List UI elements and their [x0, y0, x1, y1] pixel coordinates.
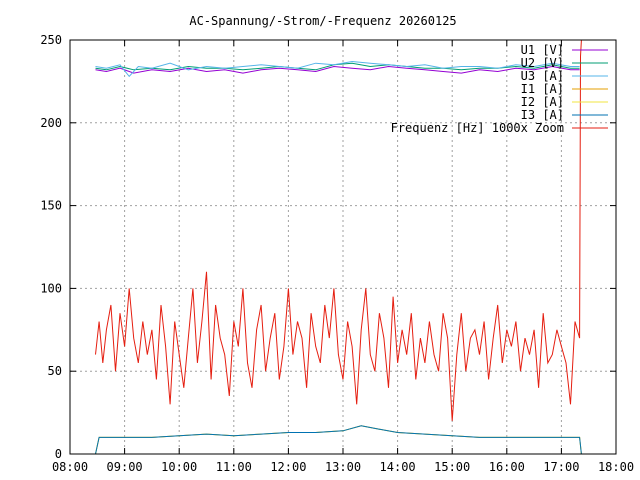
- axes: 0 50 100 150 200 250 08:00 09:00 10:00 11:00 12:00…: [40, 33, 634, 474]
- x-tick-label: 09:00: [107, 460, 143, 474]
- y-tick-label: 200: [40, 116, 62, 130]
- x-tick-label: 12:00: [270, 460, 306, 474]
- legend-label: Frequenz [Hz] 1000x Zoom: [391, 121, 564, 135]
- series-line-4: [95, 425, 582, 455]
- x-tick-label: 11:00: [216, 460, 252, 474]
- x-tick-label: 16:00: [489, 460, 525, 474]
- x-tick-label: 08:00: [52, 460, 88, 474]
- legend-label: U2 [V]: [521, 56, 564, 70]
- legend-label: I2 [A]: [521, 95, 564, 109]
- legend-label: U3 [A]: [521, 69, 564, 83]
- legend: U1 [V]U2 [V]U3 [A]I1 [A]I2 [A]I3 [A]Freq…: [391, 43, 608, 135]
- x-tick-label: 14:00: [380, 460, 416, 474]
- x-tick-label: 15:00: [434, 460, 470, 474]
- grid: [70, 40, 616, 454]
- chart-title: AC-Spannung/-Strom/-Frequenz 20260125: [189, 14, 456, 28]
- x-tick-label: 13:00: [325, 460, 361, 474]
- legend-label: U1 [V]: [521, 43, 564, 57]
- series-line-7: [95, 39, 582, 421]
- y-tick-label: 100: [40, 281, 62, 295]
- x-tick-label: 18:00: [598, 460, 634, 474]
- series-line-5: [95, 425, 582, 455]
- x-tick-label: 10:00: [161, 460, 197, 474]
- y-tick-label: 0: [55, 447, 62, 461]
- series-line-3: [95, 60, 580, 78]
- y-tick-label: 50: [48, 364, 62, 378]
- x-tick-label: 17:00: [543, 460, 579, 474]
- y-tick-label: 150: [40, 199, 62, 213]
- series-layer: [95, 39, 582, 455]
- legend-label: I3 [A]: [521, 108, 564, 122]
- legend-label: I1 [A]: [521, 82, 564, 96]
- series-line-1: [95, 65, 580, 74]
- y-tick-label: 250: [40, 33, 62, 47]
- series-line-6: [95, 425, 582, 455]
